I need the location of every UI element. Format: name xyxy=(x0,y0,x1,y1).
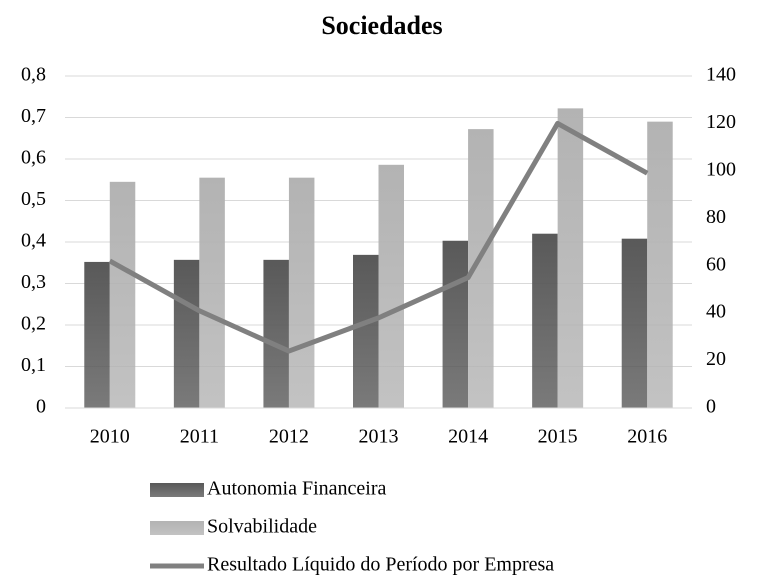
legend-label: Solvabilidade xyxy=(207,516,317,538)
x-tick-label: 2010 xyxy=(90,426,130,448)
bar xyxy=(378,164,404,408)
y2-tick-label: 0 xyxy=(706,396,716,418)
bar xyxy=(199,177,225,408)
bar xyxy=(109,181,136,408)
x-tick-label: 2016 xyxy=(627,426,667,448)
y-tick-label: 0,3 xyxy=(21,271,46,293)
bar xyxy=(353,254,379,408)
y-tick-label: 0,2 xyxy=(21,313,46,335)
y2-tick-label: 120 xyxy=(706,111,736,133)
y-tick-label: 0,6 xyxy=(21,147,46,169)
x-tick-label: 2011 xyxy=(180,426,219,448)
line xyxy=(108,120,649,354)
bar xyxy=(557,108,584,409)
y2-tick-label: 140 xyxy=(706,64,736,86)
x-tick-label: 2014 xyxy=(448,426,488,448)
chart-title: Sociedades xyxy=(321,11,442,40)
legend-swatch xyxy=(150,483,204,497)
y-tick-label: 0,7 xyxy=(21,105,46,127)
y2-tick-label: 20 xyxy=(706,348,726,370)
bar xyxy=(173,259,200,408)
legend-label: Autonomia Financeira xyxy=(207,478,387,500)
bar xyxy=(288,177,315,408)
legend-label: Resultado Líquido do Período por Empresa xyxy=(207,554,554,576)
y2-tick-label: 40 xyxy=(706,301,726,323)
y2-tick-label: 80 xyxy=(706,206,726,228)
y2-tick-label: 100 xyxy=(706,158,736,180)
bar xyxy=(442,240,469,408)
x-tick-label: 2013 xyxy=(359,426,399,448)
y-tick-label: 0,1 xyxy=(21,354,46,376)
legend-swatch xyxy=(150,521,204,535)
y2-tick-label: 60 xyxy=(706,253,726,275)
x-tick-label: 2012 xyxy=(269,426,309,448)
bar xyxy=(647,121,673,409)
y-tick-label: 0,5 xyxy=(21,188,46,210)
bar xyxy=(532,233,558,408)
bar xyxy=(263,259,289,408)
y-tick-label: 0,4 xyxy=(21,230,46,252)
y-tick-label: 0 xyxy=(36,396,46,418)
bar xyxy=(84,261,110,408)
bar xyxy=(621,238,648,408)
x-tick-label: 2015 xyxy=(538,426,578,448)
y-tick-label: 0,8 xyxy=(21,64,46,86)
